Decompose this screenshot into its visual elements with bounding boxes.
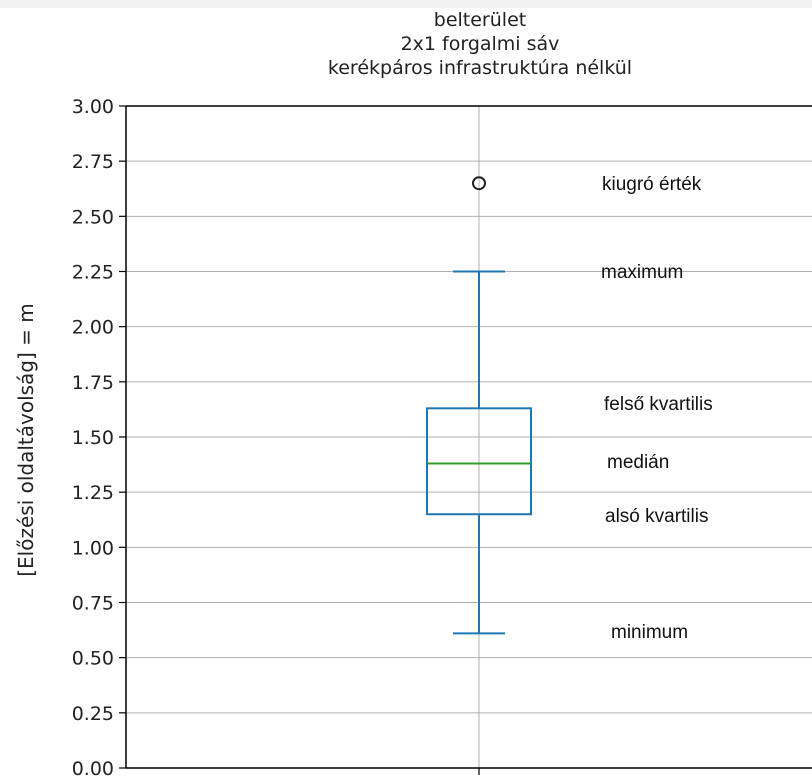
annotation-q3: felső kvartilis: [604, 394, 713, 415]
y-tick-label: 2.50: [72, 206, 114, 228]
y-tick-label: 0.50: [72, 648, 114, 670]
top-bar: [0, 0, 812, 8]
y-tick-label: 1.75: [72, 372, 114, 394]
y-tick-label: 0.25: [72, 703, 114, 725]
y-tick-label: 2.00: [72, 317, 114, 339]
chart-title: belterület 2x1 forgalmi sáv kerékpáros i…: [260, 8, 700, 80]
annotation-minimum: minimum: [611, 622, 689, 643]
title-line-2: 2x1 forgalmi sáv: [400, 33, 560, 55]
y-tick-label: 1.50: [72, 427, 114, 449]
y-tick-label: 0.75: [72, 593, 114, 615]
y-tick-label: 2.75: [72, 151, 114, 173]
annotation-maximum: maximum: [601, 262, 684, 283]
annotation-q1: alsó kvartilis: [605, 506, 709, 527]
y-tick-label: 1.00: [72, 537, 114, 559]
y-tick-label: 2.25: [72, 262, 114, 284]
iqr-box: [426, 407, 532, 516]
y-tick-label: 0.00: [72, 758, 114, 777]
annotation-outlier: kiugró érték: [602, 174, 702, 195]
outlier-point: [472, 176, 486, 191]
y-tick-label: 3.00: [72, 96, 114, 118]
y-axis-label: [Előzési oldaltávolság] = m: [14, 303, 38, 577]
annotation-median: medián: [607, 452, 670, 473]
title-line-3: kerékpáros infrastruktúra nélkül: [327, 57, 633, 79]
y-tick-label: 1.25: [72, 482, 114, 504]
title-line-1: belterület: [433, 9, 527, 31]
